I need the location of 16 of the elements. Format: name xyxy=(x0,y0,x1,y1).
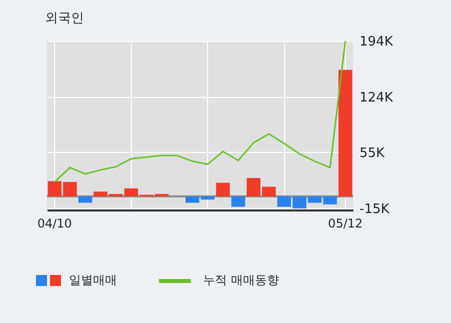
bar xyxy=(78,196,92,203)
legend-label: 누적 매매동향 xyxy=(203,272,279,289)
bar xyxy=(216,182,230,196)
y-tick-label: 194K xyxy=(360,34,394,50)
y-tick-label: 55K xyxy=(360,146,386,161)
bar xyxy=(200,196,215,200)
bar xyxy=(185,196,200,203)
legend-label: 일별매매 xyxy=(69,272,117,289)
y-tick-label: 124K xyxy=(360,90,394,106)
chart-title: 외국인 xyxy=(45,11,84,26)
x-tick-label: 04/10 xyxy=(37,216,72,230)
bar xyxy=(231,196,246,207)
bar xyxy=(338,70,352,196)
x-tick-label: 05/12 xyxy=(328,216,363,230)
line-series xyxy=(54,40,346,183)
y-tick-label: -15K xyxy=(360,202,390,217)
